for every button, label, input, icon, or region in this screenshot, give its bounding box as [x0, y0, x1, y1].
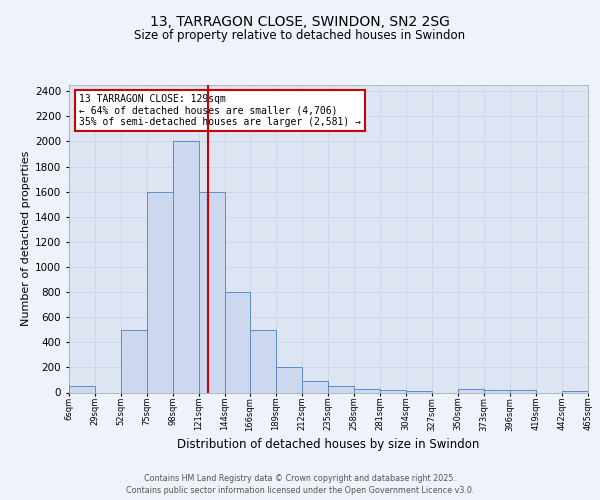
Bar: [510, 390, 536, 392]
X-axis label: Distribution of detached houses by size in Swindon: Distribution of detached houses by size …: [178, 438, 479, 450]
Text: 13, TARRAGON CLOSE, SWINDON, SN2 2SG: 13, TARRAGON CLOSE, SWINDON, SN2 2SG: [150, 15, 450, 29]
Bar: [121, 330, 147, 392]
Bar: [380, 390, 406, 392]
Bar: [225, 292, 250, 392]
Y-axis label: Number of detached properties: Number of detached properties: [21, 151, 31, 326]
Text: Contains HM Land Registry data © Crown copyright and database right 2025.
Contai: Contains HM Land Registry data © Crown c…: [126, 474, 474, 495]
Bar: [69, 386, 95, 392]
Bar: [173, 142, 199, 392]
Text: Size of property relative to detached houses in Swindon: Size of property relative to detached ho…: [134, 29, 466, 42]
Text: 13 TARRAGON CLOSE: 129sqm
← 64% of detached houses are smaller (4,706)
35% of se: 13 TARRAGON CLOSE: 129sqm ← 64% of detac…: [79, 94, 361, 128]
Bar: [276, 368, 302, 392]
Bar: [562, 390, 588, 392]
Bar: [328, 386, 354, 392]
Bar: [199, 192, 225, 392]
Bar: [250, 330, 276, 392]
Bar: [354, 388, 380, 392]
Bar: [302, 381, 328, 392]
Bar: [458, 388, 484, 392]
Bar: [406, 391, 432, 392]
Bar: [147, 192, 173, 392]
Bar: [484, 390, 510, 392]
